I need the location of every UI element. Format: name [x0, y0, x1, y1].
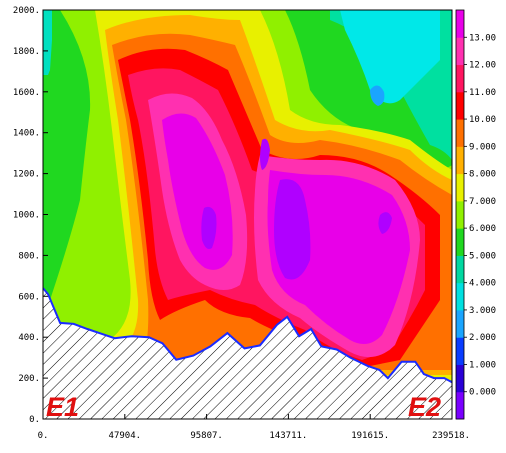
colorbar-swatch [456, 146, 464, 175]
y-tick-label: 800. [18, 251, 40, 261]
colorbar-swatch [456, 173, 464, 202]
end-label-e2: E2 [408, 392, 441, 422]
field-band-blue-topright [370, 85, 385, 106]
field-band-violet-small [260, 138, 270, 170]
y-tick-label: 600. [18, 292, 40, 302]
y-tick-label: 1800. [13, 47, 40, 57]
colorbar-label: 0.000 [469, 388, 496, 398]
x-tick-label: 239518. [432, 431, 470, 441]
y-tick-label: 1400. [13, 129, 40, 139]
colorbar-label: 3.000 [469, 306, 496, 316]
y-tick-label: 1200. [13, 170, 40, 180]
colorbar-frame [455, 9, 465, 420]
colorbar-label: 10.00 [469, 115, 496, 125]
x-tick-label: 47904. [109, 431, 142, 441]
colorbar-swatch [456, 255, 464, 284]
colorbar-label: 6.000 [469, 224, 496, 234]
colorbar-swatch [456, 119, 464, 147]
colorbar-swatch [456, 282, 464, 311]
end-label-e1: E1 [46, 392, 79, 422]
x-tick-label: 143711. [269, 431, 307, 441]
colorbar-swatch [456, 337, 464, 365]
colorbar-swatch [456, 91, 464, 120]
colorbar-swatch [456, 37, 464, 66]
colorbar-label: 5.000 [469, 251, 496, 261]
x-axis: 0. 47904. 95807. 143711. 191615. 239518. [38, 414, 470, 441]
y-tick-label: 400. [18, 333, 40, 343]
x-tick-label: 191615. [351, 431, 389, 441]
y-axis: 0. 200. 400. 600. 800. 1000. 1200. 1400. 1600. 18… [13, 6, 48, 425]
colorbar-swatch [456, 364, 464, 393]
y-tick-label: 1600. [13, 88, 40, 98]
y-tick-label: 200. [18, 374, 40, 384]
colorbar-swatch [456, 309, 464, 338]
colorbar-label: 12.00 [469, 61, 496, 71]
x-tick-label: 95807. [190, 431, 223, 441]
colorbar-swatch [456, 228, 464, 256]
field-band-cyan-left [43, 10, 52, 75]
field-band-cyan-topright [340, 10, 440, 104]
colorbar-label: 11.00 [469, 88, 496, 98]
colorbar-swatch [456, 391, 464, 420]
field-band-violet-left [201, 206, 217, 249]
y-tick-label: 2000. [13, 6, 40, 16]
colorbar-swatch [456, 64, 464, 93]
colorbar-label: 7.000 [469, 197, 496, 207]
colorbar-label: 4.000 [469, 279, 496, 289]
colorbar-label: 13.00 [469, 33, 496, 43]
y-tick-label: 0. [29, 415, 40, 425]
y-tick-label: 1000. [13, 211, 40, 221]
colorbar-label: 8.000 [469, 170, 496, 180]
colorbar-label: 2.000 [469, 333, 496, 343]
colorbar-label: 9.000 [469, 142, 496, 152]
field-band-violet-notch [378, 212, 392, 234]
field-band-violet-right [274, 179, 311, 280]
colorbar-label: 1.000 [469, 360, 496, 370]
terrain-blue-edge [43, 287, 452, 384]
colorbar-swatch [456, 10, 464, 38]
colorbar: 0.000 1.000 2.000 3.000 4.000 5.000 6.000 7.000… [455, 9, 496, 420]
colorbar-swatch [456, 200, 464, 229]
x-tick-label: 0. [38, 431, 49, 441]
plot-area [43, 10, 452, 419]
